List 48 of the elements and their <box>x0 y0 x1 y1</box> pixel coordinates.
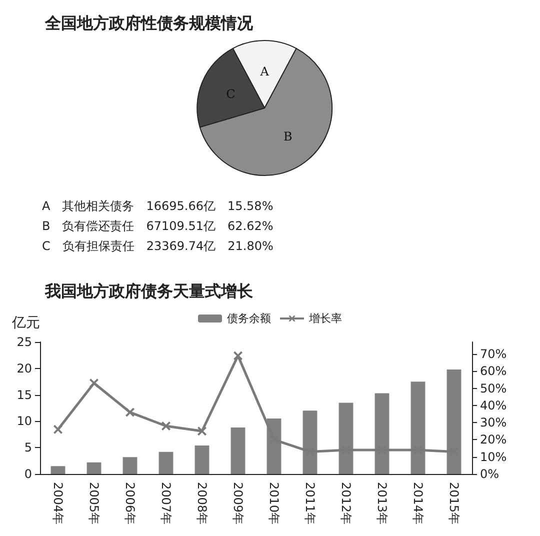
slice-label: A <box>259 64 270 78</box>
text: A 其他相关债务 16695.66亿 15.58% <box>42 199 274 213</box>
y2-tick-label: 20% <box>480 432 507 447</box>
bar <box>86 462 102 474</box>
legend-label: 债务余额 <box>227 312 271 325</box>
y2-tick-label: 50% <box>480 381 507 396</box>
x-tick-label: 2009年 <box>231 482 245 525</box>
slice-label: B <box>283 129 292 144</box>
x-tick-label: 2005年 <box>87 482 101 525</box>
y-tick-label: 25 <box>16 335 32 349</box>
x-tick-label: 2006年 <box>123 482 137 525</box>
y2-tick-label: 0% <box>480 467 500 481</box>
chart-title: 全国地方政府性债务规模情况 <box>44 14 254 32</box>
bar <box>158 452 174 474</box>
y-tick-label: 5 <box>24 440 32 455</box>
y2-tick-label: 30% <box>480 416 507 430</box>
x-tick-label: 2011年 <box>303 482 317 525</box>
bar <box>122 457 138 474</box>
chart-title: 我国地方政府债务天量式增长 <box>44 282 254 300</box>
x-tick-label: 2013年 <box>375 482 389 525</box>
y-tick-label: 10 <box>16 414 32 428</box>
point <box>162 422 170 430</box>
y2-tick-label: 40% <box>480 398 507 412</box>
text: B 负有偿还责任 67109.51亿 62.62% <box>42 219 274 233</box>
x-tick-label: 2008年 <box>195 482 209 525</box>
point <box>90 378 98 388</box>
bar <box>50 466 66 474</box>
bar <box>194 445 210 474</box>
x-tick-label: 2014年 <box>411 482 425 525</box>
x-tick-label: 2012年 <box>339 482 353 525</box>
y-tick-label: 0 <box>24 467 32 481</box>
y-axis-title: 亿元 <box>11 315 40 331</box>
y2-tick-label: 60% <box>480 364 507 378</box>
legend-label: 增长率 <box>308 312 342 325</box>
point <box>198 426 206 436</box>
point <box>126 408 134 417</box>
bar <box>230 428 246 474</box>
y2-tick-label: 70% <box>480 347 507 361</box>
x-tick-label: 2015年 <box>447 482 461 525</box>
point <box>234 351 242 360</box>
x-tick-label: 2004年 <box>51 482 65 525</box>
y2-tick-label: 10% <box>480 450 507 464</box>
point <box>54 424 62 434</box>
x-tick-label: 2007年 <box>159 482 173 525</box>
x-tick-label: 2010年 <box>267 482 281 525</box>
y-tick-label: 15 <box>16 388 32 402</box>
y-tick-label: 20 <box>16 361 32 376</box>
text: C 负有担保责任 23369.74亿 21.80% <box>42 239 274 253</box>
